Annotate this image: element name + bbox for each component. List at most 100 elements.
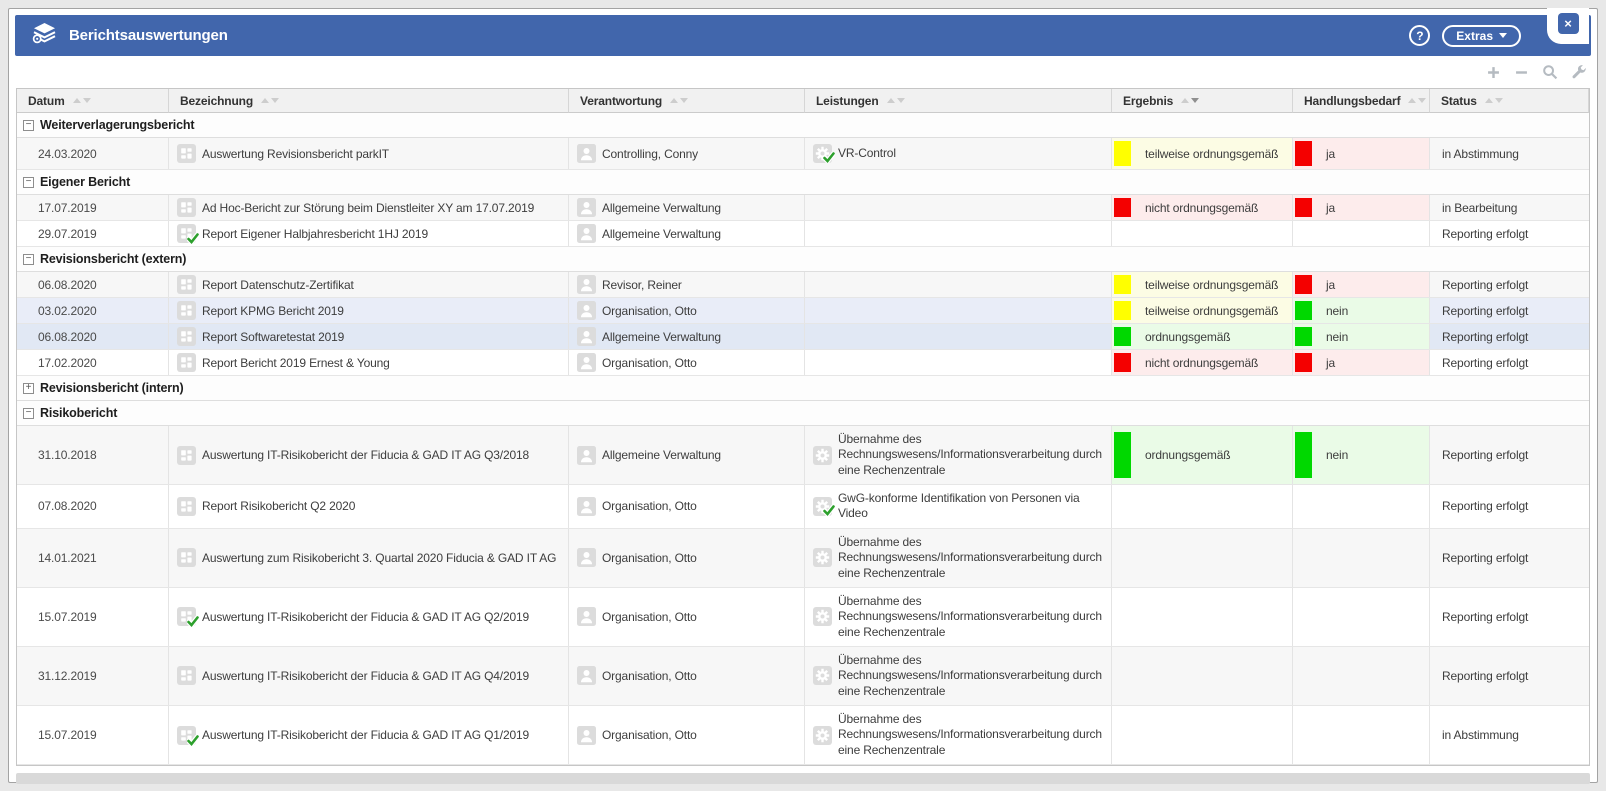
close-tab: × <box>1547 8 1589 44</box>
cell-handlungsbedarf <box>1293 587 1430 646</box>
cell-ergebnis: teilweise ordnungsgemäß <box>1112 138 1293 169</box>
settings-icon[interactable] <box>1571 64 1587 80</box>
sort-up-icon[interactable] <box>886 98 895 103</box>
close-icon: × <box>1564 16 1572 31</box>
sort-up-icon[interactable] <box>670 98 679 103</box>
ergebnis-value: teilweise ordnungsgemäß <box>1145 146 1279 161</box>
status-value: in Abstimmung <box>1442 728 1519 743</box>
table-row[interactable]: 31.10.2018 Auswertung IT-Risikobericht de… <box>17 426 1589 486</box>
table-row[interactable]: 07.08.2020 Report Risikobericht Q2 2020 Or… <box>17 485 1589 529</box>
collapse-icon[interactable]: − <box>23 407 34 419</box>
ergebnis-value: ordnungsgemäß <box>1145 448 1231 463</box>
column-header-bezeichnung[interactable]: Bezeichnung <box>169 89 569 113</box>
column-header-leistungen[interactable]: Leistungen <box>805 89 1112 113</box>
status-value: in Abstimmung <box>1442 146 1519 161</box>
add-icon[interactable] <box>1486 65 1501 80</box>
table-row[interactable]: 06.08.2020 Report Softwaretestat 2019 Allg… <box>17 324 1589 350</box>
extras-button[interactable]: Extras <box>1442 24 1521 47</box>
search-icon[interactable] <box>1542 64 1558 80</box>
table-row[interactable]: 24.03.2020 Auswertung Revisionsbericht pa… <box>17 138 1589 170</box>
cell-datum: 15.07.2019 <box>17 706 169 765</box>
sort-down-icon[interactable] <box>680 98 689 103</box>
cell-ergebnis <box>1112 221 1293 246</box>
cell-status: Reporting erfolgt <box>1430 272 1589 297</box>
sort-down-icon[interactable] <box>896 98 905 103</box>
table-row[interactable]: 06.08.2020 Report Datenschutz-Zertifikat R… <box>17 272 1589 298</box>
cell-datum: 15.07.2019 <box>17 587 169 646</box>
sort-icons <box>886 98 905 103</box>
sort-down-icon[interactable] <box>1418 98 1427 103</box>
verantwortung-value: Controlling, Conny <box>602 146 699 161</box>
group-row-weiterverlagerungsbericht[interactable]: − Weiterverlagerungsbericht <box>17 113 1589 138</box>
collapse-icon[interactable]: − <box>23 253 34 265</box>
gear-icon <box>813 144 836 165</box>
cell-handlungsbedarf <box>1293 485 1430 528</box>
sort-icons <box>72 98 91 103</box>
table-row[interactable]: 29.07.2019 Report Eigener Halbjahresberic… <box>17 221 1589 247</box>
remove-icon[interactable] <box>1514 65 1529 80</box>
group-row-revisionsbericht-intern-[interactable]: + Revisionsbericht (intern) <box>17 376 1589 401</box>
group-row-revisionsbericht-extern-[interactable]: − Revisionsbericht (extern) <box>17 247 1589 272</box>
green-status-chip <box>1114 327 1131 346</box>
person-icon <box>577 725 596 745</box>
extras-button-label: Extras <box>1456 28 1493 43</box>
sort-up-icon[interactable] <box>1484 98 1493 103</box>
close-button[interactable]: × <box>1557 13 1579 34</box>
handlungsbedarf-value: nein <box>1326 448 1349 463</box>
sort-down-icon[interactable] <box>82 98 91 103</box>
table-row[interactable]: 17.02.2020 Report Bericht 2019 Ernest & Y… <box>17 350 1589 376</box>
group-row-eigener-bericht[interactable]: − Eigener Bericht <box>17 170 1589 195</box>
verantwortung-value: Revisor, Reiner <box>602 277 682 292</box>
cell-verantwortung: Controlling, Conny <box>569 138 805 169</box>
group-row-risikobericht[interactable]: − Risikobericht <box>17 401 1589 426</box>
sort-up-icon[interactable] <box>1408 98 1417 103</box>
verantwortung-value: Organisation, Otto <box>602 609 697 624</box>
table-row[interactable]: 17.07.2019 Ad Hoc-Bericht zur Störung bei… <box>17 195 1589 221</box>
collapse-icon[interactable]: − <box>23 176 34 188</box>
yellow-status-chip <box>1114 141 1131 166</box>
cell-leistungen <box>805 221 1112 246</box>
column-header-label: Ergebnis <box>1123 93 1174 108</box>
verantwortung-value: Allgemeine Verwaltung <box>602 329 721 344</box>
ergebnis-value: nicht ordnungsgemäß <box>1145 355 1259 370</box>
help-button[interactable]: ? <box>1409 25 1431 46</box>
leistung-value: Übernahme des Rechnungswesens/Informatio… <box>838 593 1102 639</box>
column-header-handlungsbedarf[interactable]: Handlungsbedarf <box>1293 89 1430 113</box>
table-row[interactable]: 03.02.2020 Report KPMG Bericht 2019 Organi… <box>17 298 1589 324</box>
table-row[interactable]: 14.01.2021 Auswertung zum Risikobericht 3… <box>17 528 1589 588</box>
column-header-status[interactable]: Status <box>1430 89 1589 113</box>
column-header-verantwortung[interactable]: Verantwortung <box>569 89 805 113</box>
table-row[interactable]: 15.07.2019 Auswertung IT-Risikobericht de… <box>17 706 1589 766</box>
cell-leistungen <box>805 298 1112 323</box>
report-icon <box>177 301 196 320</box>
sort-down-icon[interactable] <box>1191 98 1200 103</box>
report-icon <box>177 144 196 163</box>
titlebar: Berichtsauswertungen ? Extras <box>15 15 1591 56</box>
column-header-datum[interactable]: Datum <box>17 89 169 113</box>
cell-ergebnis: teilweise ordnungsgemäß <box>1112 298 1293 323</box>
sort-down-icon[interactable] <box>1494 98 1503 103</box>
cell-ergebnis: teilweise ordnungsgemäß <box>1112 272 1293 297</box>
bezeichnung-value: Auswertung IT-Risikobericht der Fiducia … <box>202 448 530 463</box>
leistung-value: GwG-konforme Identifikation von Personen… <box>838 491 1080 521</box>
sort-down-icon[interactable] <box>271 98 280 103</box>
datum-value: 31.12.2019 <box>38 668 97 683</box>
horizontal-scrollbar[interactable] <box>16 773 1590 785</box>
collapse-icon[interactable]: − <box>23 119 34 131</box>
cell-leistungen <box>805 350 1112 375</box>
sort-up-icon[interactable] <box>261 98 270 103</box>
sort-up-icon[interactable] <box>72 98 81 103</box>
cell-leistungen <box>805 272 1112 297</box>
status-value: Reporting erfolgt <box>1442 329 1529 344</box>
report-icon <box>177 666 196 686</box>
table-row[interactable]: 31.12.2019 Auswertung IT-Risikobericht de… <box>17 646 1589 707</box>
sort-up-icon[interactable] <box>1181 98 1190 103</box>
gear-icon <box>813 607 832 627</box>
cell-handlungsbedarf <box>1293 646 1430 706</box>
column-header-ergebnis[interactable]: Ergebnis <box>1112 89 1293 113</box>
handlungsbedarf-value: ja <box>1326 277 1336 292</box>
table-row[interactable]: 15.07.2019 Auswertung IT-Risikobericht de… <box>17 587 1589 647</box>
expand-icon[interactable]: + <box>23 382 34 394</box>
cell-status: Reporting erfolgt <box>1430 221 1589 246</box>
status-value: Reporting erfolgt <box>1442 277 1529 292</box>
